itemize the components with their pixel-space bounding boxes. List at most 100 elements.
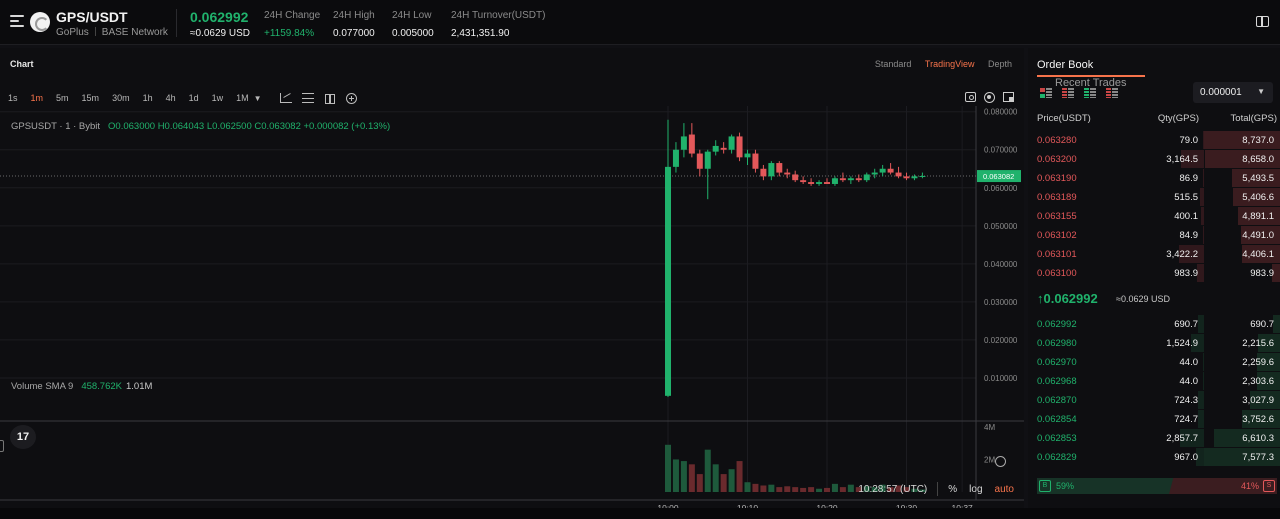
price-tick-label: 0.060000 <box>984 184 1018 193</box>
view-tradingview[interactable]: TradingView <box>924 59 975 69</box>
row-price: 0.062980 <box>1037 338 1077 349</box>
camera-icon[interactable] <box>965 92 976 102</box>
ask-row[interactable]: 0.063200 3,164.5 8,658.0 <box>1028 150 1280 168</box>
settings-icon[interactable] <box>984 92 995 103</box>
depth-bar <box>1205 150 1280 168</box>
bid-row[interactable]: 0.062980 1,524.9 2,215.6 <box>1028 334 1280 352</box>
stat-value: 2,431,351.90 <box>451 28 510 39</box>
candle-body <box>768 163 775 177</box>
pair-name[interactable]: GPS/USDT <box>56 9 128 25</box>
precision-select[interactable]: 0.000001 ▼ <box>1193 82 1273 103</box>
row-total: 3,027.9 <box>1242 395 1274 406</box>
legend-ohlc: O0.063000 H0.064043 L0.062500 C0.063082 … <box>108 121 391 132</box>
stat-value: +1159.84% <box>264 28 315 39</box>
bid-row[interactable]: 0.062870 724.3 3,027.9 <box>1028 391 1280 409</box>
book-mode-alt-icon[interactable] <box>1106 88 1118 98</box>
timeframe-toolbar: 1s 1m 5m 15m 30m 1h 4h 1d 1w 1M ▼ <box>8 91 367 105</box>
ask-row[interactable]: 0.063190 86.9 5,493.5 <box>1028 169 1280 187</box>
candle-body <box>800 180 807 183</box>
price-tick-label: 0.030000 <box>984 298 1018 307</box>
timeframe-1w[interactable]: 1w <box>211 93 224 103</box>
volume-bar <box>704 449 711 492</box>
timeframe-1h[interactable]: 1h <box>142 93 153 103</box>
log-toggle[interactable]: log <box>969 483 983 495</box>
volume-bar <box>760 485 767 492</box>
row-price: 0.062829 <box>1037 452 1077 463</box>
price-chart[interactable]: 0.080000 0.070000 0.060000 0.050000 0.040000… <box>0 106 1024 519</box>
fullscreen-icon[interactable] <box>1003 92 1014 102</box>
book-icon[interactable] <box>1256 16 1269 27</box>
view-depth[interactable]: Depth <box>987 59 1012 69</box>
project-name[interactable]: GoPlus <box>56 27 89 38</box>
qty-bar <box>1200 188 1204 206</box>
header-total[interactable]: Total(GPS) <box>1230 113 1277 124</box>
volume-bar <box>800 487 807 492</box>
bid-row[interactable]: 0.062829 967.0 7,577.3 <box>1028 448 1280 466</box>
percent-toggle[interactable]: % <box>948 483 958 495</box>
auto-toggle[interactable]: auto <box>994 483 1014 495</box>
candle-body <box>760 168 767 177</box>
candle-body <box>879 168 886 173</box>
timeframe-15m[interactable]: 15m <box>81 93 100 103</box>
ask-row[interactable]: 0.063100 983.9 983.9 <box>1028 264 1280 282</box>
volume-bar <box>680 461 687 492</box>
drawing-tool-icon[interactable] <box>279 93 292 103</box>
candle-body <box>704 151 711 169</box>
row-total: 7,577.3 <box>1242 452 1274 463</box>
tradingview-logo[interactable]: 17 <box>10 425 36 449</box>
book-mode-sell-icon[interactable] <box>1062 88 1074 98</box>
book-mode-buy-icon[interactable] <box>1084 88 1096 98</box>
volume-tick-label: 4M <box>984 423 995 432</box>
tab-recent-trades[interactable]: Recent Trades <box>1055 77 1127 89</box>
mid-price-value: 0.062992 <box>1043 291 1098 306</box>
row-qty: 515.5 <box>1174 192 1198 203</box>
volume-bar <box>784 486 791 492</box>
price-tick-label: 0.070000 <box>984 146 1018 155</box>
theme-icon[interactable] <box>995 456 1006 467</box>
ask-row[interactable]: 0.063102 84.9 4,491.0 <box>1028 226 1280 244</box>
ask-row[interactable]: 0.063155 400.1 4,891.1 <box>1028 207 1280 225</box>
add-icon[interactable] <box>345 92 357 104</box>
candle-body <box>824 182 830 184</box>
bid-row[interactable]: 0.062853 2,857.7 6,610.3 <box>1028 429 1280 447</box>
ask-row[interactable]: 0.063189 515.5 5,406.6 <box>1028 188 1280 206</box>
timeframe-dropdown-icon[interactable]: ▼ <box>253 93 262 103</box>
chart-type-icon[interactable] <box>324 93 336 104</box>
row-qty: 3,164.5 <box>1166 154 1198 165</box>
volume-bar <box>696 474 703 492</box>
timeframe-4h[interactable]: 4h <box>165 93 176 103</box>
bid-row[interactable]: 0.062992 690.7 690.7 <box>1028 315 1280 333</box>
price-tick-label: 0.020000 <box>984 336 1018 345</box>
timeframe-1m[interactable]: 1m <box>30 93 44 103</box>
utc-clock[interactable]: 10:28:57 (UTC) <box>858 483 928 495</box>
pair-subtitle: GoPlus BASE Network <box>56 27 168 38</box>
row-total: 983.9 <box>1250 268 1274 279</box>
candle-body <box>887 168 894 173</box>
timeframe-1s[interactable]: 1s <box>8 93 18 103</box>
collapse-handle[interactable] <box>0 440 4 452</box>
timeframe-1M[interactable]: 1M <box>236 93 249 103</box>
stat-24h-turnover: 24H Turnover(USDT) 2,431,351.90 <box>451 10 545 39</box>
ask-row[interactable]: 0.063280 79.0 8,737.0 <box>1028 131 1280 149</box>
candle-body <box>744 153 751 158</box>
buy-badge: B <box>1039 480 1051 492</box>
volume-bar <box>792 487 799 492</box>
timeframe-30m[interactable]: 30m <box>112 93 130 103</box>
indicators-icon[interactable] <box>301 93 314 103</box>
bid-row[interactable]: 0.062854 724.7 3,752.6 <box>1028 410 1280 428</box>
qty-bar <box>1203 353 1204 371</box>
timeframe-5m[interactable]: 5m <box>56 93 69 103</box>
ask-row[interactable]: 0.063101 3,422.2 4,406.1 <box>1028 245 1280 263</box>
qty-bar <box>1198 410 1204 428</box>
bid-row[interactable]: 0.062970 44.0 2,259.6 <box>1028 353 1280 371</box>
timeframe-1d[interactable]: 1d <box>188 93 199 103</box>
sell-badge: S <box>1263 480 1275 492</box>
depth-bar <box>1272 264 1280 282</box>
volume-bar <box>855 487 862 492</box>
tab-order-book[interactable]: Order Book <box>1037 59 1145 77</box>
candle-body <box>831 178 838 184</box>
bid-row[interactable]: 0.062968 44.0 2,303.6 <box>1028 372 1280 390</box>
menu-icon[interactable] <box>10 15 24 27</box>
book-mode-all-icon[interactable] <box>1040 88 1052 98</box>
view-standard[interactable]: Standard <box>874 59 912 69</box>
